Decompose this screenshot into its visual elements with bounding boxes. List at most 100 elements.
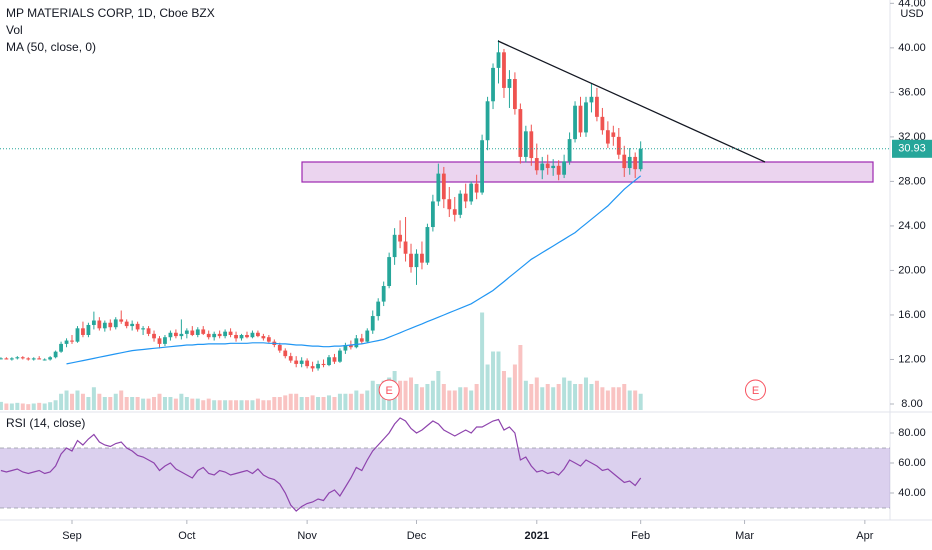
support-zone	[301, 161, 874, 183]
volume-bar	[15, 402, 20, 410]
volume-bar	[556, 384, 561, 410]
volume-bar	[190, 398, 195, 410]
volume-bar	[474, 384, 479, 410]
volume-bar	[119, 390, 124, 410]
y-tick-label: 20.00	[898, 264, 926, 276]
candle-body	[458, 193, 463, 215]
candle-body	[370, 316, 375, 331]
candle-body	[91, 320, 96, 325]
volume-bar	[469, 390, 474, 410]
candle-body	[4, 358, 9, 360]
candle-body	[518, 109, 523, 157]
candle-body	[102, 322, 107, 329]
volume-bar	[463, 387, 468, 410]
volume-bar	[9, 403, 14, 410]
volume-bar	[173, 398, 178, 410]
volume-bar	[217, 400, 222, 410]
candle-body	[605, 130, 610, 144]
candle-body	[578, 105, 583, 133]
candle-body	[245, 334, 249, 338]
candle-body	[299, 360, 304, 364]
candle-body	[343, 345, 348, 351]
volume-bar	[266, 400, 271, 410]
y-tick-label: 12.00	[898, 353, 926, 365]
volume-bar	[206, 398, 211, 410]
volume-bar	[37, 402, 42, 410]
candle-body	[556, 165, 561, 175]
candle-body	[573, 105, 577, 140]
candle-body	[523, 131, 528, 157]
earnings-marker	[378, 379, 400, 401]
candle-body	[283, 350, 288, 357]
candle-body	[108, 322, 113, 328]
volume-bar	[594, 380, 599, 410]
volume-bar	[343, 393, 348, 410]
last-price-tag	[892, 139, 932, 158]
volume-bar	[97, 393, 102, 410]
volume-bar	[64, 390, 69, 410]
candle-body	[152, 333, 156, 339]
y-tick-label: 8.00	[901, 398, 922, 410]
volume-bar	[518, 345, 523, 410]
candle-body	[141, 328, 145, 330]
chart-title: MP MATERIALS CORP, 1D, Cboe BZX	[6, 6, 215, 20]
candle-body	[627, 156, 632, 169]
candle-body	[64, 340, 69, 344]
candle-body	[567, 139, 572, 162]
candle-body	[387, 257, 392, 287]
volume-bar	[496, 351, 501, 410]
y-tick-label: 32.00	[898, 131, 926, 143]
candle-body	[398, 234, 402, 242]
volume-bar	[573, 384, 578, 410]
volume-bar	[622, 384, 627, 410]
candle-body	[179, 333, 184, 337]
volume-bar	[354, 390, 359, 410]
candle-body	[294, 360, 299, 364]
x-tick-label: Apr	[856, 530, 873, 542]
volume-bar	[272, 397, 277, 410]
volume-bar	[480, 312, 485, 410]
candle-body	[212, 333, 217, 338]
volume-bar	[403, 380, 408, 410]
volume-bar	[179, 393, 184, 410]
volume-bar	[332, 397, 337, 410]
candle-body	[474, 183, 479, 193]
volume-bar	[398, 380, 403, 410]
volume-bar	[201, 400, 206, 410]
volume-bar	[501, 371, 506, 410]
candle-body	[430, 201, 435, 228]
candle-body	[135, 323, 140, 330]
volume-bar	[223, 400, 228, 410]
legend-volume: Vol	[6, 23, 23, 37]
candle-body	[15, 357, 20, 359]
candle-body	[26, 358, 31, 360]
volume-bar	[162, 397, 167, 410]
volume-bar	[611, 387, 616, 410]
candle-body	[256, 332, 260, 337]
volume-bar	[310, 395, 315, 410]
y-tick-label: 80.00	[898, 427, 926, 439]
candle-body	[447, 199, 452, 210]
candle-body	[611, 132, 616, 137]
volume-bar	[425, 384, 430, 410]
volume-bar	[102, 397, 107, 410]
volume-bar	[288, 393, 293, 410]
volume-bar	[545, 384, 550, 410]
candle-body	[266, 337, 271, 342]
candle-body	[332, 357, 337, 362]
candle-body	[425, 227, 430, 263]
volume-bar	[529, 384, 534, 410]
y-tick-label: 28.00	[898, 175, 926, 187]
volume-bar	[234, 400, 239, 410]
candle-body	[622, 154, 627, 169]
volume-bar	[26, 404, 31, 410]
volume-bar	[458, 387, 463, 410]
volume-bar	[135, 397, 140, 410]
candle-body	[463, 193, 468, 202]
volume-bar	[430, 380, 435, 410]
y-tick-label: 36.00	[898, 86, 926, 98]
volume-bar	[212, 400, 217, 410]
candle-body	[53, 351, 58, 358]
volume-bar	[130, 397, 135, 410]
